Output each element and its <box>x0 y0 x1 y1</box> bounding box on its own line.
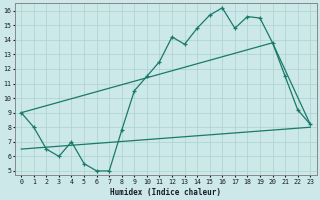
X-axis label: Humidex (Indice chaleur): Humidex (Indice chaleur) <box>110 188 221 197</box>
